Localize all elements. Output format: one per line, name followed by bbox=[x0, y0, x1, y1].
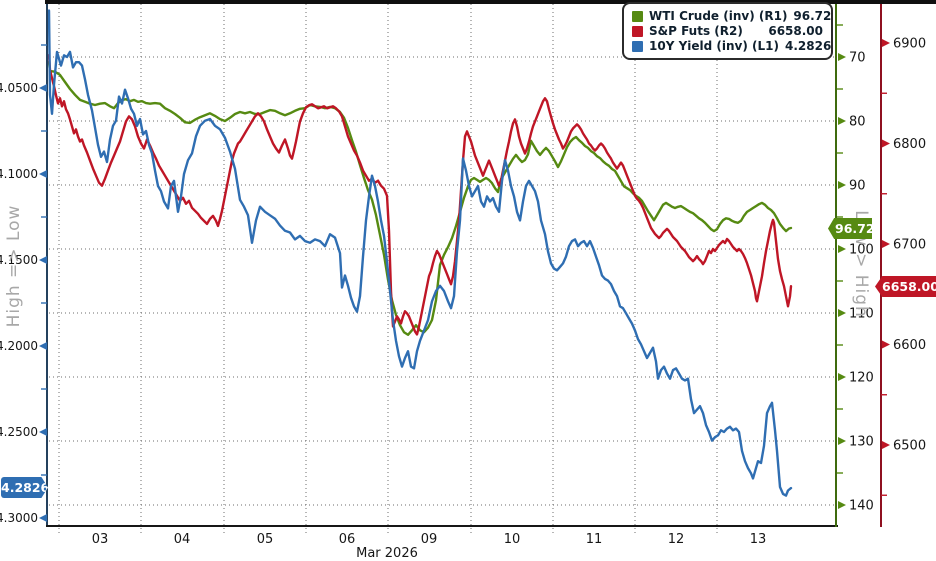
svg-text:4.0500: 4.0500 bbox=[0, 81, 38, 95]
svg-text:6700: 6700 bbox=[893, 238, 926, 253]
svg-text:05: 05 bbox=[257, 532, 274, 547]
legend-swatch-icon bbox=[632, 41, 643, 52]
svg-text:6500: 6500 bbox=[893, 439, 926, 454]
svg-text:6600: 6600 bbox=[893, 338, 926, 353]
legend-label: WTI Crude (inv) (R1) bbox=[649, 9, 788, 23]
x-axis-labels: 03 04 05 06 09 10 11 12 13 bbox=[92, 532, 767, 547]
svg-text:4.1500: 4.1500 bbox=[0, 253, 38, 267]
legend-value: 96.72 bbox=[793, 9, 832, 23]
svg-text:6900: 6900 bbox=[893, 37, 926, 52]
10y-line bbox=[48, 9, 793, 497]
svg-text:4.3000: 4.3000 bbox=[0, 511, 38, 525]
svg-text:04: 04 bbox=[174, 532, 191, 547]
svg-text:110: 110 bbox=[849, 307, 874, 322]
svg-text:140: 140 bbox=[849, 499, 874, 514]
legend-swatch-icon bbox=[632, 11, 643, 22]
svg-text:09: 09 bbox=[421, 532, 438, 547]
spx-line bbox=[48, 53, 793, 336]
svg-text:4.2000: 4.2000 bbox=[0, 339, 38, 353]
bottom-axis-spine bbox=[46, 525, 838, 527]
svg-text:13: 13 bbox=[750, 532, 767, 547]
svg-text:03: 03 bbox=[92, 532, 109, 547]
spx-axis-spine bbox=[880, 4, 882, 527]
svg-text:11: 11 bbox=[586, 532, 603, 547]
last-value-badge-spx: 6658.00 bbox=[875, 276, 936, 297]
svg-text:70: 70 bbox=[849, 51, 866, 66]
legend-value: 6658.00 bbox=[768, 24, 823, 38]
svg-text:90: 90 bbox=[849, 179, 866, 194]
legend-item-wti: WTI Crude (inv) (R1) 96.72 bbox=[632, 9, 831, 24]
legend-swatch-icon bbox=[632, 26, 643, 37]
legend-item-spx: S&P Futs (R2) 6658.00 bbox=[632, 24, 823, 39]
left-axis-spine bbox=[46, 4, 48, 527]
svg-text:12: 12 bbox=[668, 532, 685, 547]
svg-text:06: 06 bbox=[339, 532, 356, 547]
legend-label: 10Y Yield (inv) (L1) bbox=[649, 39, 779, 53]
legend: WTI Crude (inv) (R1) 96.72 S&P Futs (R2) 66… bbox=[622, 2, 833, 60]
title-bar-remnant bbox=[45, 0, 936, 4]
svg-text:120: 120 bbox=[849, 371, 874, 386]
gridlines bbox=[49, 4, 836, 534]
svg-text:4.1000: 4.1000 bbox=[0, 167, 38, 181]
legend-value: 4.2826 bbox=[784, 39, 832, 53]
svg-text:130: 130 bbox=[849, 435, 874, 450]
svg-text:80: 80 bbox=[849, 115, 866, 130]
last-value-badge-wti: 96.72 bbox=[828, 218, 872, 239]
last-value-badge-10y: 4.2826 bbox=[1, 477, 48, 498]
spx-axis-ticks: 6900 6800 6700 6600 6500 bbox=[881, 37, 926, 496]
wti-axis-ticks: 70 80 90 100 110 120 130 140 bbox=[837, 24, 874, 514]
x-axis-month-label: Mar 2026 bbox=[356, 546, 418, 561]
svg-text:4.2500: 4.2500 bbox=[0, 425, 38, 439]
legend-item-10y: 10Y Yield (inv) (L1) 4.2826 bbox=[632, 39, 831, 54]
wti-axis-spine bbox=[835, 4, 837, 527]
svg-text:6800: 6800 bbox=[893, 137, 926, 152]
left-axis-ticks: 4.0500 4.1000 4.1500 4.2000 4.2500 4.3000 bbox=[0, 44, 47, 525]
left-axis-direction-label: High => Low bbox=[4, 204, 24, 328]
legend-label: S&P Futs (R2) bbox=[649, 24, 743, 38]
wti-line bbox=[48, 60, 793, 336]
svg-text:10: 10 bbox=[504, 532, 521, 547]
svg-text:100: 100 bbox=[849, 243, 874, 258]
